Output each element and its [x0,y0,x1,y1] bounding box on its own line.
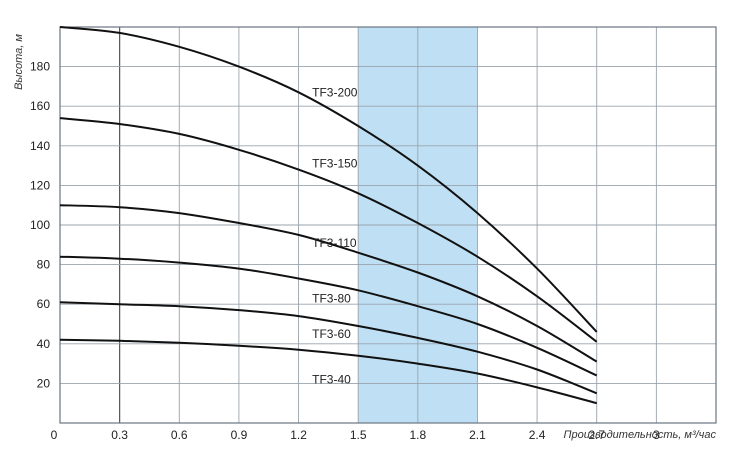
series-label-tf3-150: TF3-150 [312,157,358,171]
plot-frame-layer [59,26,717,424]
plot-frame [59,26,717,424]
series-line-tf3-40 [59,338,597,405]
series-label-layer: TF3-200 TF3-150 TF3-110 TF3-80 TF3-60 TF3-40 [312,85,358,386]
y-tick-label: 100 [30,218,50,232]
series-line-tf3-60 [59,301,598,395]
y-tick-label: 180 [30,60,50,74]
series-line-tf3-80 [59,255,598,377]
y-tick-label: 80 [37,258,51,272]
series-line-tf3-200 [59,26,598,333]
y-tick-label: 40 [37,337,51,351]
y-tick-label: 20 [37,376,51,390]
series-label-tf3-40: TF3-40 [312,372,351,386]
series-line-tf3-110 [59,204,598,363]
x-tick-label: 2.7 [588,428,605,442]
y-tick-layer: 20 40 60 80 100 120 140 160 180 [30,60,50,391]
x-tick-label: 1.2 [290,428,307,442]
x-tick-label: 0.9 [231,428,248,442]
x-axis-label: Производительность, м³/час [564,429,717,441]
x-tick-label: 0.6 [171,428,188,442]
y-tick-label: 60 [37,297,51,311]
x-tick-label: 2.1 [469,428,486,442]
series-label-tf3-60: TF3-60 [312,327,351,341]
y-tick-label: 120 [30,178,50,192]
curve-layer [59,26,598,405]
y-tick-label: 160 [30,99,50,113]
x-tick-label: 0 [51,428,58,442]
x-tick-label: 1.8 [409,428,426,442]
series-label-tf3-200: TF3-200 [312,85,358,99]
x-tick-label: 3 [653,428,660,442]
x-tick-label: 1.5 [350,428,367,442]
x-tick-label: 2.4 [529,428,546,442]
series-label-tf3-80: TF3-80 [312,291,351,305]
y-axis-label: Высота, м [13,34,25,90]
x-tick-label: 0.3 [111,428,128,442]
x-tick-layer: 0 0.3 0.6 0.9 1.2 1.5 1.8 2.1 2.4 2.7 3 [51,428,660,442]
y-tick-label: 140 [30,139,50,153]
grid-layer [60,27,716,423]
series-label-tf3-110: TF3-110 [312,236,357,250]
series-line-tf3-150 [59,117,598,343]
